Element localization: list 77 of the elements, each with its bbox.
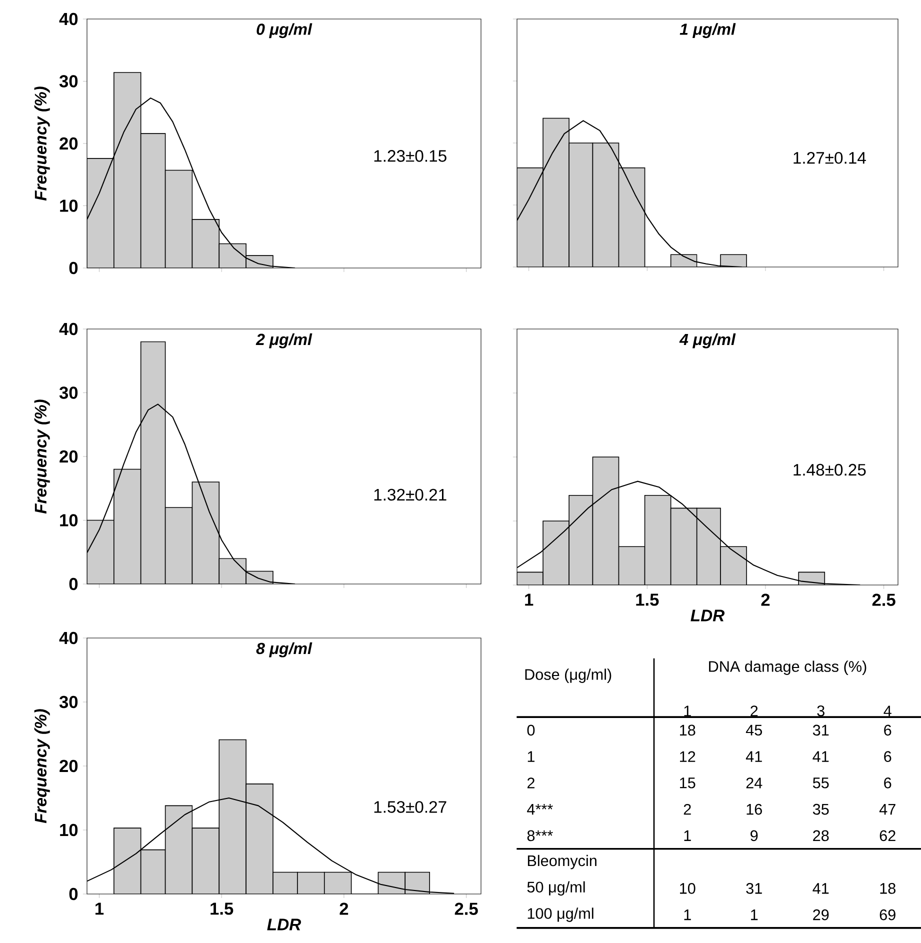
chart-title: 8 μg/ml: [256, 642, 312, 658]
chart-title: DNA damage class (%): [709, 660, 866, 675]
chart-title: 0 μg/ml: [256, 23, 312, 38]
x-axis-title: LDR: [690, 610, 725, 622]
annotation: 1.32±0.21: [374, 488, 446, 501]
y-tick-label: 8***: [527, 830, 553, 842]
y-axis-title: Frequency (%): [34, 400, 50, 514]
x-axis-title: LDR: [267, 918, 302, 930]
x-tick-label: 2: [340, 902, 348, 915]
annotation: 1.53±0.27: [374, 801, 446, 813]
y-tick-label: 100 μg/ml: [528, 908, 594, 922]
data-label: 41: [812, 883, 829, 894]
y-tick-label: 30: [59, 386, 78, 399]
data-label: 10: [680, 883, 696, 894]
data-label: 69: [880, 909, 896, 920]
x-tick-label: 1: [684, 706, 691, 716]
y-tick-label: 2: [527, 778, 534, 788]
y-tick-label: 4***: [527, 804, 553, 815]
data-label: 45: [746, 724, 762, 736]
y-axis-title: Dose (μg/ml): [525, 668, 612, 683]
chart-title: 1 μg/ml: [680, 23, 736, 38]
x-tick-label: 4: [884, 706, 892, 716]
x-tick-label: 3: [817, 705, 824, 716]
data-label: 6: [884, 778, 892, 788]
y-tick-label: 20: [60, 760, 78, 772]
y-tick-label: 40: [59, 322, 78, 336]
y-tick-label: Bleomycin: [528, 854, 596, 870]
y-tick-label: 30: [59, 75, 78, 88]
x-tick-label: 2: [761, 594, 770, 606]
data-label: 18: [680, 724, 696, 736]
data-label: 15: [680, 778, 696, 788]
data-label: 47: [879, 804, 896, 815]
data-label: 6: [884, 751, 892, 762]
data-label: 62: [880, 830, 896, 842]
data-label: 18: [880, 883, 896, 894]
annotation: 1.23±0.15: [374, 150, 446, 162]
data-label: 35: [812, 804, 829, 815]
data-label: 31: [812, 724, 829, 736]
annotation: 1.48±0.25: [794, 464, 866, 476]
y-tick-label: 20: [60, 450, 78, 463]
y-tick-label: 0: [69, 888, 78, 900]
y-tick-label: 0: [69, 262, 78, 274]
x-tick-label: 1.5: [210, 902, 234, 915]
data-label: 12: [680, 751, 696, 762]
data-label: 41: [812, 751, 829, 762]
x-tick-label: 2.5: [454, 902, 478, 915]
y-tick-label: 1: [528, 751, 534, 762]
x-tick-label: 2.5: [872, 594, 896, 606]
data-label: 2: [684, 804, 691, 815]
data-label: 24: [746, 778, 762, 788]
y-axis-title: Frequency (%): [34, 86, 50, 201]
data-label: 16: [746, 804, 762, 815]
annotation: 1.27±0.14: [794, 152, 866, 164]
data-label: 28: [813, 830, 829, 842]
chart-title: 4 μg/ml: [679, 333, 736, 348]
x-tick-label: 2: [750, 706, 758, 716]
y-axis-title: Frequency (%): [34, 709, 50, 824]
y-tick-label: 10: [60, 200, 78, 212]
y-tick-label: 30: [59, 696, 78, 708]
data-label: 6: [884, 724, 892, 736]
y-tick-label: 50 μg/ml: [527, 881, 585, 896]
x-tick-label: 1: [96, 902, 104, 915]
y-tick-label: 0: [527, 724, 535, 736]
data-label: 9: [750, 830, 758, 842]
chart-title: 2 μg/ml: [256, 333, 312, 348]
y-tick-label: 0: [69, 578, 78, 590]
x-tick-label: 1.5: [636, 594, 659, 606]
y-tick-label: 10: [60, 514, 78, 526]
y-tick-label: 40: [59, 632, 78, 644]
data-label: 31: [746, 883, 762, 894]
data-label: 29: [813, 909, 829, 920]
y-tick-label: 20: [60, 137, 78, 150]
y-tick-label: 40: [59, 12, 78, 26]
data-label: 55: [812, 778, 829, 788]
data-label: 1: [684, 830, 691, 841]
y-tick-label: 10: [60, 824, 78, 836]
data-label: 41: [746, 751, 762, 762]
